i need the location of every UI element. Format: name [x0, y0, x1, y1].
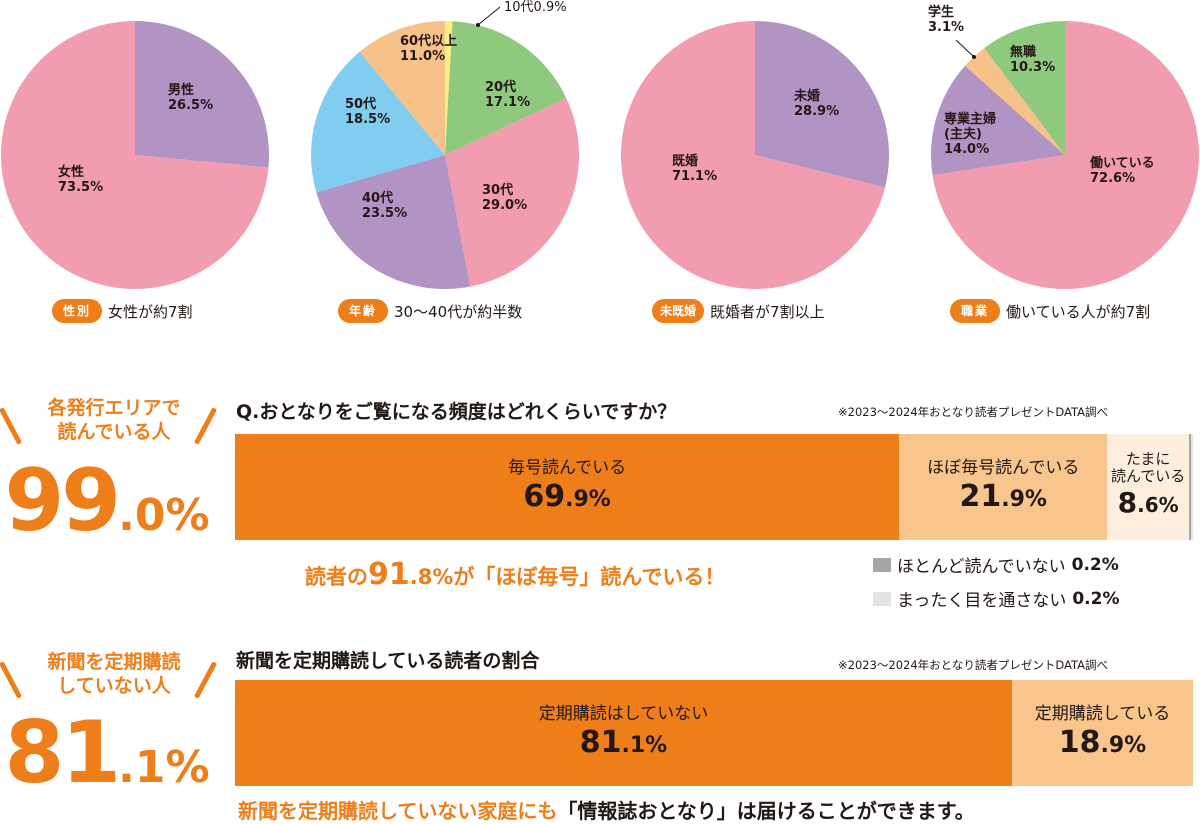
pie-caption-marital: 未既婚 既婚者が7割以上	[652, 298, 825, 324]
slice-label-30s: 30代 29.0%	[482, 183, 528, 213]
callout-line	[477, 6, 501, 26]
pie-slice-0	[932, 21, 1199, 290]
pie-slice-1	[931, 65, 1065, 176]
segment-value: 69.9%	[523, 478, 611, 514]
stat-lead-line1: 新聞を定期購読	[47, 651, 181, 673]
pie-gender-svg	[0, 21, 269, 290]
pie-occupation-svg	[931, 21, 1199, 290]
pie-slice-4	[311, 51, 445, 193]
caption-text: 30〜40代が約半数	[394, 302, 523, 321]
pie-slice-2	[965, 48, 1065, 155]
pie-slice-5	[359, 21, 445, 155]
slice-label-male: 男性 26.5%	[168, 83, 214, 113]
pie-occupation: 学生 3.1% 無職 10.3% 専業主婦 (主夫) 14.0% 働いている 72.6% …	[900, 0, 1200, 330]
slice-label-50s: 50代 18.5%	[345, 97, 391, 127]
slice-label-40s: 40代 23.5%	[362, 191, 408, 221]
caption-text: 既婚者が7割以上	[710, 302, 825, 321]
slice-label-20s: 20代 17.1%	[485, 80, 531, 110]
pie-age-svg	[311, 6, 579, 289]
highlight-message: 読者の91.8%が「ほぼ毎号」読んでいる！	[305, 557, 726, 592]
legend-rarely: ほとんど読んでいない 0.2%	[873, 552, 1119, 577]
segment-value: 18.9%	[1058, 724, 1147, 760]
pie-caption-gender: 性別 女性が約7割	[52, 298, 193, 324]
pie-slice-3	[316, 155, 471, 289]
newspaper-title: 新聞を定期購読している読者の割合	[236, 650, 540, 672]
newspaper-bar: 定期購読はしていない 81.1% 定期購読している 18.9%	[235, 680, 1193, 786]
caption-text: 女性が約7割	[108, 302, 193, 321]
pie-slice-0	[755, 21, 889, 188]
pie-gender: 男性 26.5% 女性 73.5% 性別 女性が約7割	[0, 0, 300, 330]
pie-slice-2	[445, 97, 579, 287]
footer-message: 新聞を定期購読していない家庭にも「情報誌おとなり」は届けることができます。	[238, 799, 975, 823]
slice-label-married: 既婚 71.1%	[672, 154, 718, 184]
legend-swatch	[873, 591, 891, 606]
category-badge: 未既婚	[652, 299, 705, 323]
pie-marital: 未婚 28.9% 既婚 71.1% 未既婚 既婚者が7割以上	[600, 0, 900, 330]
pie-caption-age: 年齢 30〜40代が約半数	[338, 298, 522, 324]
slice-label-working: 働いている 72.6%	[1090, 156, 1155, 186]
slice-label-10s: 10代0.9%	[504, 0, 567, 15]
pie-caption-occupation: 職業 働いている人が約7割	[950, 298, 1150, 324]
stat-lead: 新聞を定期購読 していない人	[0, 650, 228, 699]
bar-segment-every: 毎号読んでいる 69.9%	[235, 434, 900, 540]
slice-label-unemployed: 無職 10.3%	[1010, 45, 1056, 75]
bar-segment-subscribing: 定期購読している 18.9%	[1011, 680, 1193, 786]
caption-text: 働いている人が約7割	[1006, 302, 1151, 321]
slice-label-60s: 60代以上 11.0%	[400, 34, 458, 64]
pie-slice-1	[445, 21, 567, 156]
legend-value: 0.2%	[1071, 554, 1119, 575]
pie-slice-1	[0, 21, 269, 290]
segment-value: 8.6%	[1117, 486, 1179, 519]
stat-lead-line2: していない人	[57, 675, 171, 697]
pie-marital-svg	[621, 21, 889, 289]
stat-value: 81.1%	[4, 703, 210, 803]
stat-lead-line2: 読んでいる人	[57, 421, 171, 443]
legend-swatch	[873, 557, 891, 572]
bar-segment-sometimes: たまに 読んでいる 8.6%	[1107, 434, 1189, 540]
category-badge: 年齢	[338, 299, 389, 323]
bar-segment-rarely	[1189, 434, 1191, 540]
frequency-title: Q.おとなりをご覧になる頻度はどれくらいですか？	[236, 401, 677, 423]
category-badge: 職業	[950, 299, 1001, 323]
pie-slice-0	[445, 21, 453, 155]
bar-segment-almost: ほぼ毎号読んでいる 21.9%	[899, 434, 1108, 540]
slice-label-homemaker: 専業主婦 (主夫) 14.0%	[944, 112, 997, 157]
legend-value: 0.2%	[1072, 588, 1120, 609]
slice-label-student: 学生 3.1%	[928, 5, 965, 35]
frequency-note: ※2023〜2024年おとなり読者プレゼントDATA調べ	[838, 405, 1108, 419]
pie-age: 10代0.9% 60代以上 11.0% 20代 17.1% 50代 18.5% 40代…	[300, 0, 600, 330]
legend-label: まったく目を通さない	[897, 591, 1067, 611]
segment-value: 21.9%	[959, 478, 1047, 514]
callout-line	[955, 39, 975, 58]
pie-slice-0	[135, 21, 269, 168]
segment-value: 81.1%	[579, 724, 668, 760]
bar-segment-not-subscribing: 定期購読はしていない 81.1%	[235, 680, 1012, 786]
stat-lead-line1: 各発行エリアで	[47, 397, 181, 419]
legend-label: ほとんど読んでいない	[897, 557, 1066, 577]
frequency-bar: 毎号読んでいる 69.9% ほぼ毎号読んでいる 21.9% たまに 読んでいる …	[235, 434, 1193, 540]
stat-value: 99.0%	[4, 451, 210, 551]
stat-newspaper: 新聞を定期購読 していない人 81.1%	[0, 650, 228, 813]
stat-lead: 各発行エリアで 読んでいる人	[0, 396, 228, 445]
slice-label-female: 女性 73.5%	[58, 165, 104, 195]
pie-slice-1	[621, 21, 885, 289]
slice-label-single: 未婚 28.9%	[794, 89, 840, 119]
newspaper-note: ※2023〜2024年おとなり読者プレゼントDATA調べ	[838, 658, 1108, 672]
category-badge: 性別	[52, 299, 103, 323]
stat-readership: 各発行エリアで 読んでいる人 99.0%	[0, 396, 228, 561]
pie-slice-3	[984, 21, 1065, 155]
legend-never: まったく目を通さない 0.2%	[873, 586, 1119, 611]
bar-segment-never	[1191, 434, 1193, 540]
callout-dot	[972, 55, 976, 59]
callout-dot	[476, 23, 480, 27]
